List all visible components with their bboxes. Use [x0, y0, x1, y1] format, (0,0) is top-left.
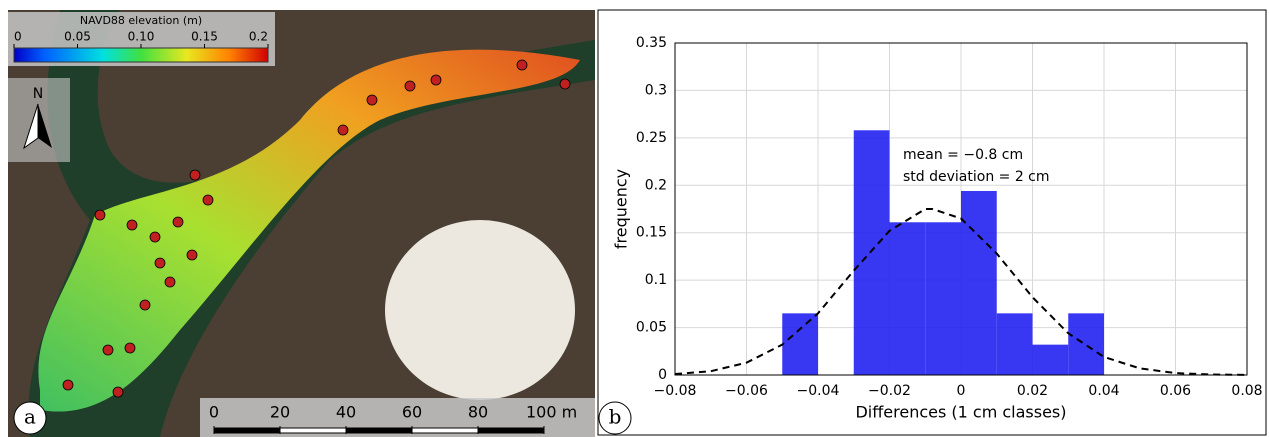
- x-tick-label: 0.08: [1231, 383, 1262, 399]
- histogram-bar: [925, 222, 961, 375]
- scale-segment: [478, 428, 544, 433]
- histogram: 0 0.05 0.1 0.15 0.2 0.25 0.3 0.35 −0.08 −0.06 −0.0…: [612, 35, 1263, 422]
- scale-label: 20: [270, 403, 290, 422]
- x-tick-label: 0.06: [1160, 383, 1191, 399]
- x-tick-label: 0: [957, 383, 966, 399]
- page: NAVD88 elevation (m) 00.050.100.150.2 N …: [0, 0, 1269, 437]
- y-tick-label: 0.1: [645, 272, 667, 288]
- y-tick-label: 0.35: [636, 35, 667, 51]
- scale-label: 80: [468, 403, 488, 422]
- x-axis-label: Differences (1 cm classes): [855, 403, 1066, 422]
- y-tick-label: 0.2: [645, 177, 667, 193]
- colorbar-tick-label: 0.10: [128, 30, 155, 44]
- scale-segment: [280, 428, 346, 433]
- figure: NAVD88 elevation (m) 00.050.100.150.2 N …: [0, 0, 1269, 437]
- annotation: mean = −0.8 cm: [903, 147, 1023, 163]
- scale-label: 40: [336, 403, 356, 422]
- scale-label: 60: [402, 403, 422, 422]
- histogram-bar: [782, 313, 818, 375]
- colorbar-tick-label: 0.05: [64, 30, 91, 44]
- y-tick-label: 0.05: [636, 320, 667, 336]
- annotation: std deviation = 2 cm: [903, 169, 1050, 185]
- x-tick-label: −0.08: [654, 383, 697, 399]
- histogram-bar: [961, 191, 997, 375]
- colorbar-title: NAVD88 elevation (m): [80, 14, 202, 27]
- north-label: N: [33, 86, 43, 102]
- colorbar-tick-label: 0.2: [249, 30, 268, 44]
- y-tick-label: 0.25: [636, 130, 667, 146]
- histogram-bar: [854, 130, 890, 375]
- histogram-bar: [997, 313, 1033, 375]
- x-tick-label: 0.04: [1088, 383, 1119, 399]
- x-tick-label: 0.02: [1017, 383, 1048, 399]
- histogram-bar: [1033, 345, 1069, 375]
- salt-flat: [385, 220, 575, 400]
- histogram-bar: [890, 222, 926, 375]
- colorbar: [14, 48, 268, 62]
- y-tick-label: 0: [658, 367, 667, 383]
- scale-segment: [412, 428, 478, 433]
- y-axis-label: frequency: [612, 169, 631, 249]
- scale-label: 100 m: [526, 403, 577, 422]
- scale-segment: [346, 428, 412, 433]
- x-tick-label: −0.06: [725, 383, 768, 399]
- y-tick-label: 0.3: [645, 82, 667, 98]
- x-tick-label: −0.02: [868, 383, 911, 399]
- panel-label: b: [609, 405, 622, 429]
- histogram-bar: [1068, 313, 1104, 375]
- y-tick-label: 0.15: [636, 225, 667, 241]
- scale-segment: [214, 428, 280, 433]
- colorbar-tick-label: 0: [14, 30, 22, 44]
- x-tick-label: −0.04: [797, 383, 840, 399]
- scale-label: 0: [209, 403, 219, 422]
- panel-label: a: [24, 405, 36, 429]
- colorbar-tick-label: 0.15: [191, 30, 218, 44]
